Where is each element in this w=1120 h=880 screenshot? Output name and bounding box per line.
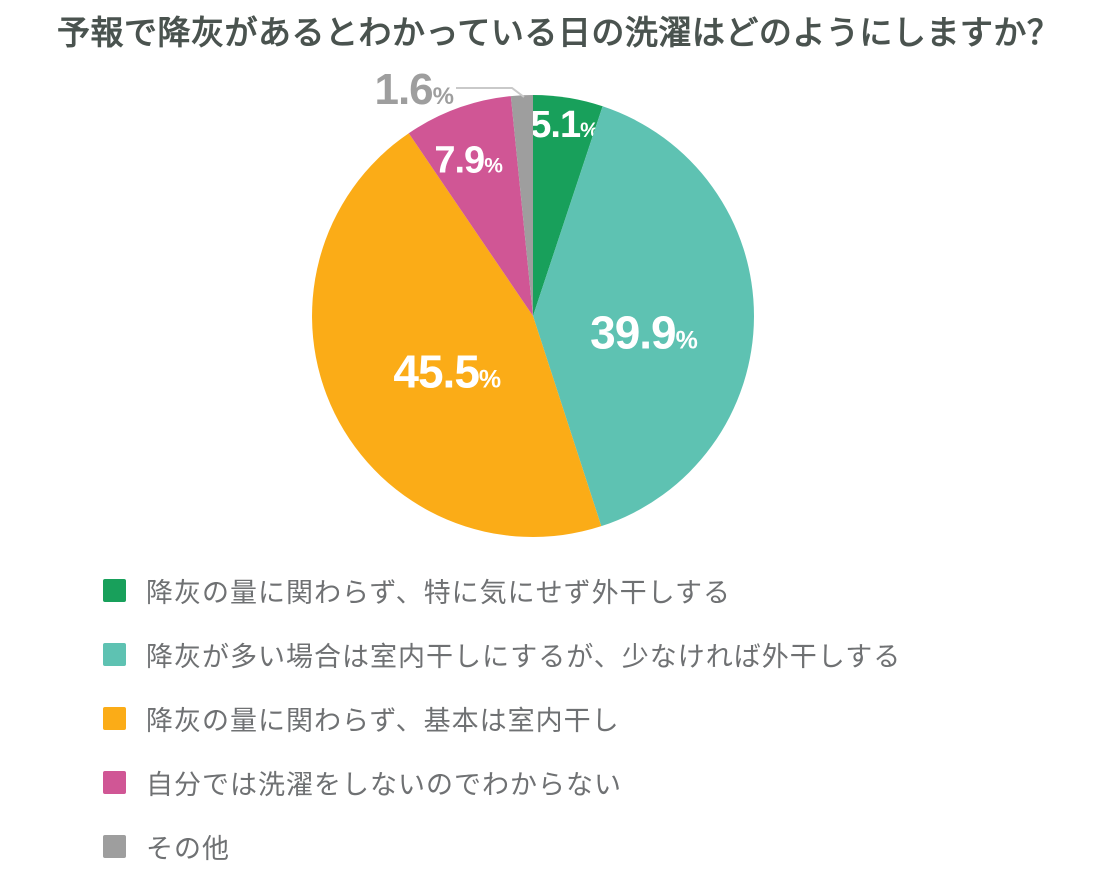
legend-label: 自分では洗濯をしないのでわからない xyxy=(146,769,622,800)
value-label-4: 1.6% xyxy=(374,65,453,114)
legend-label: 降灰の量に関わらず、特に気にせず外干しする xyxy=(146,577,732,608)
pie-slice-0 xyxy=(533,95,603,316)
legend-swatch-icon xyxy=(103,770,126,794)
legend-swatch-icon xyxy=(103,578,126,602)
legend-item-2: 降灰の量に関わらず、基本は室内干し xyxy=(103,686,901,750)
legend-label: 降灰の量に関わらず、基本は室内干し xyxy=(146,705,620,736)
legend-item-1: 降灰が多い場合は室内干しにするが、少なければ外干しする xyxy=(103,622,901,686)
legend-swatch-icon xyxy=(103,642,126,666)
pie-slice-4 xyxy=(510,95,533,316)
legend-item-4: その他 xyxy=(103,814,901,878)
legend-swatch-icon xyxy=(103,834,126,858)
legend-swatch-icon xyxy=(103,706,126,730)
leader-line xyxy=(456,87,525,98)
legend-label: 降灰が多い場合は室内干しにするが、少なければ外干しする xyxy=(146,641,902,672)
legend: 降灰の量に関わらず、特に気にせず外干しする降灰が多い場合は室内干しにするが、少な… xyxy=(103,558,901,878)
pie-slice-3 xyxy=(408,96,533,317)
value-label-1: 39.9% xyxy=(590,306,698,358)
legend-label: その他 xyxy=(146,833,230,864)
chart-title: 予報で降灰があるとわかっている日の洗濯はどのようにしますか？ xyxy=(57,14,1061,51)
pie-slice-1 xyxy=(533,106,754,527)
legend-item-3: 自分では洗濯をしないのでわからない xyxy=(103,750,901,814)
pie-slice-2 xyxy=(312,133,602,537)
value-label-2: 45.5% xyxy=(393,346,501,398)
value-label-3: 7.9% xyxy=(434,139,503,181)
legend-item-0: 降灰の量に関わらず、特に気にせず外干しする xyxy=(103,558,901,622)
pie-chart: 5.1%39.9%45.5%7.9%1.6% xyxy=(312,65,754,537)
